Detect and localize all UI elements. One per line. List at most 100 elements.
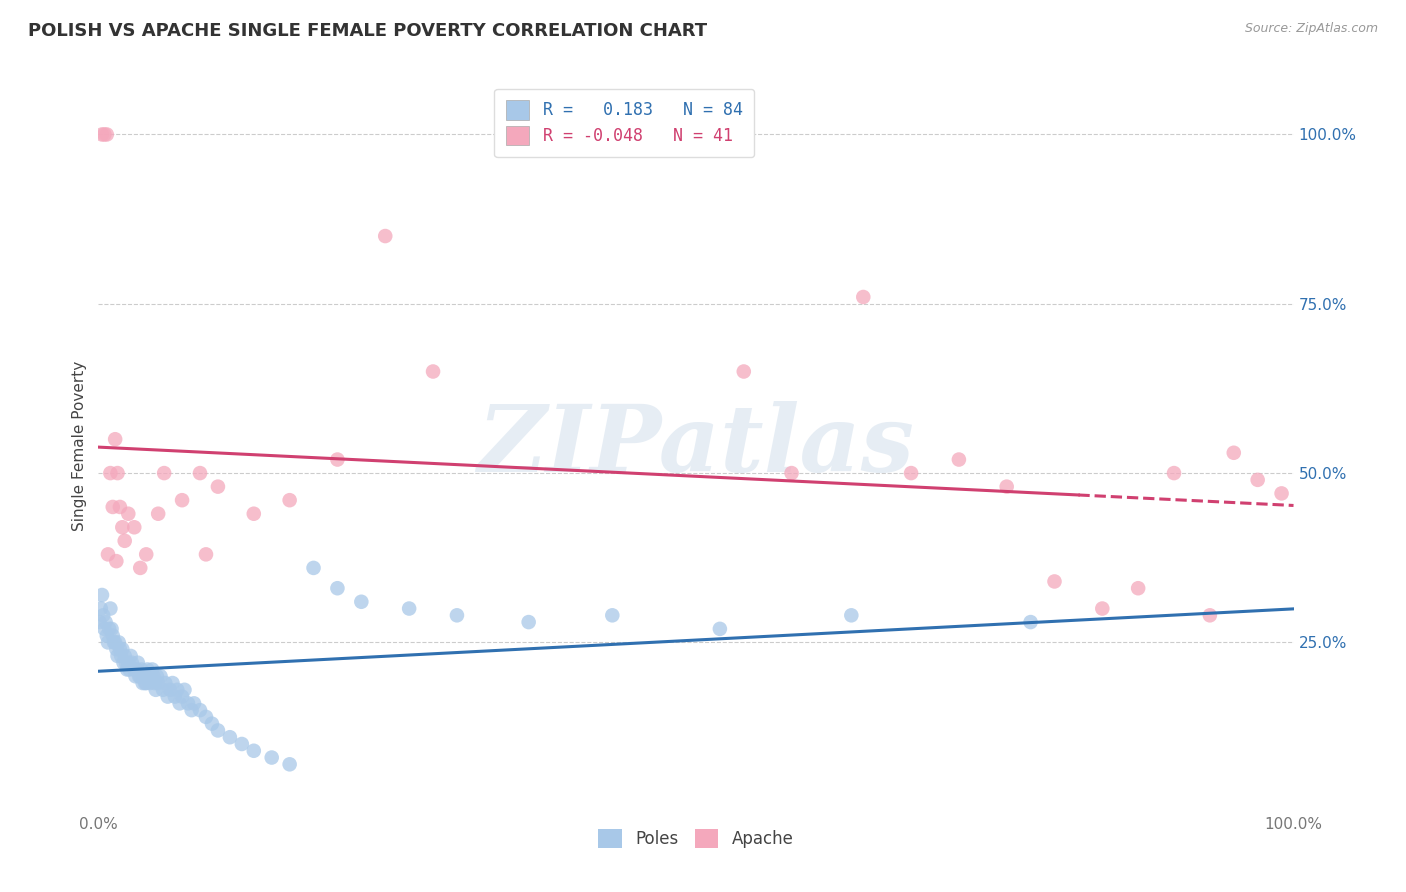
Point	[350, 595, 373, 609]
Point	[243, 507, 266, 521]
Point	[143, 676, 166, 690]
Point	[231, 737, 253, 751]
Point	[90, 601, 112, 615]
Point	[141, 663, 163, 677]
Point	[1223, 446, 1246, 460]
Point	[201, 716, 224, 731]
Point	[129, 669, 152, 683]
Point	[134, 676, 156, 690]
Point	[948, 452, 970, 467]
Point	[188, 466, 211, 480]
Point	[93, 128, 115, 142]
Point	[98, 466, 122, 480]
Point	[852, 290, 875, 304]
Point	[188, 703, 211, 717]
Point	[841, 608, 863, 623]
Point	[177, 697, 200, 711]
Point	[89, 615, 111, 629]
Point	[139, 676, 162, 690]
Point	[91, 128, 114, 142]
Point	[105, 554, 128, 568]
Point	[148, 676, 170, 690]
Text: POLISH VS APACHE SINGLE FEMALE POVERTY CORRELATION CHART: POLISH VS APACHE SINGLE FEMALE POVERTY C…	[28, 22, 707, 40]
Point	[108, 642, 131, 657]
Point	[138, 669, 160, 683]
Point	[162, 676, 184, 690]
Point	[124, 669, 146, 683]
Point	[145, 682, 167, 697]
Point	[180, 703, 202, 717]
Point	[278, 757, 301, 772]
Point	[169, 697, 191, 711]
Point	[117, 507, 139, 521]
Point	[195, 710, 218, 724]
Point	[124, 663, 146, 677]
Point	[780, 466, 803, 480]
Point	[1091, 601, 1114, 615]
Point	[97, 547, 120, 561]
Point	[91, 608, 114, 623]
Point	[114, 648, 136, 663]
Point	[172, 493, 194, 508]
Point	[98, 622, 121, 636]
Point	[260, 750, 283, 764]
Point	[128, 669, 150, 683]
Point	[1247, 473, 1270, 487]
Point	[139, 669, 162, 683]
Point	[1199, 608, 1222, 623]
Point	[111, 520, 134, 534]
Text: Source: ZipAtlas.com: Source: ZipAtlas.com	[1244, 22, 1378, 36]
Point	[105, 642, 128, 657]
Point	[149, 669, 172, 683]
Point	[127, 656, 149, 670]
Point	[114, 533, 136, 548]
Point	[125, 663, 148, 677]
Point	[900, 466, 922, 480]
Point	[107, 635, 129, 649]
Point	[135, 676, 157, 690]
Point	[115, 656, 138, 670]
Point	[91, 588, 114, 602]
Point	[602, 608, 624, 623]
Point	[97, 635, 120, 649]
Point	[115, 663, 138, 677]
Point	[446, 608, 468, 623]
Point	[118, 663, 141, 677]
Point	[398, 601, 420, 615]
Point	[195, 547, 218, 561]
Point	[1043, 574, 1066, 589]
Point	[148, 507, 170, 521]
Point	[135, 547, 157, 561]
Point	[107, 648, 129, 663]
Point	[108, 500, 131, 514]
Point	[995, 480, 1018, 494]
Point	[374, 229, 396, 244]
Point	[129, 561, 152, 575]
Point	[96, 629, 118, 643]
Point	[100, 622, 122, 636]
Point	[101, 500, 124, 514]
Point	[103, 635, 125, 649]
Point	[98, 601, 122, 615]
Point	[156, 690, 179, 704]
Point	[111, 642, 134, 657]
Point	[278, 493, 301, 508]
Point	[326, 452, 349, 467]
Point	[142, 669, 165, 683]
Point	[517, 615, 540, 629]
Point	[1163, 466, 1185, 480]
Point	[146, 669, 169, 683]
Point	[155, 676, 177, 690]
Text: ZIPatlas: ZIPatlas	[478, 401, 914, 491]
Point	[124, 520, 146, 534]
Point	[104, 635, 127, 649]
Point	[153, 466, 176, 480]
Point	[173, 682, 195, 697]
Point	[1271, 486, 1294, 500]
Point	[152, 682, 174, 697]
Y-axis label: Single Female Poverty: Single Female Poverty	[72, 361, 87, 531]
Point	[117, 656, 139, 670]
Point	[733, 364, 755, 378]
Point	[183, 697, 205, 711]
Point	[131, 663, 153, 677]
